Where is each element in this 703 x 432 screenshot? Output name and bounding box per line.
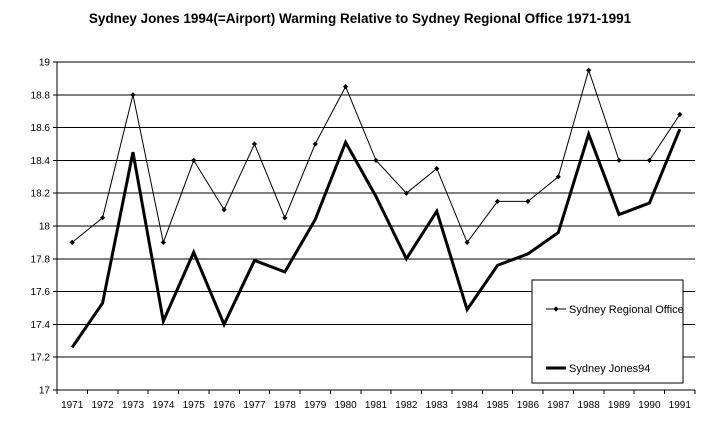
y-tick-label: 17.2 — [31, 353, 51, 364]
data-point-marker — [130, 92, 136, 98]
y-tick-label: 18.2 — [31, 189, 51, 200]
x-tick-label: 1983 — [426, 400, 449, 411]
x-tick-label: 1974 — [152, 400, 175, 411]
x-tick-label: 1981 — [365, 400, 388, 411]
legend: Sydney Regional Office Sydney Jones94 — [531, 279, 684, 384]
data-point-marker — [434, 166, 440, 172]
data-point-marker — [191, 157, 197, 163]
data-point-marker — [312, 141, 318, 147]
x-tick-label: 1991 — [669, 400, 692, 411]
x-tick-label: 1975 — [183, 400, 206, 411]
chart-title: Sydney Jones 1994(=Airport) Warming Rela… — [88, 11, 632, 26]
x-tick-label: 1989 — [608, 400, 631, 411]
data-point-marker — [373, 157, 379, 163]
x-tick-label: 1980 — [334, 400, 357, 411]
x-tick-label: 1990 — [638, 400, 661, 411]
y-tick-label: 18.4 — [31, 156, 51, 167]
y-tick-label: 18.8 — [31, 90, 51, 101]
series-line-sydney-jones94 — [70, 128, 682, 349]
y-tick-label: 19 — [39, 58, 51, 69]
legend-label: Sydney Jones94 — [569, 363, 650, 375]
data-point-marker — [494, 198, 501, 204]
x-tick-label: 1986 — [517, 400, 540, 411]
x-tick-label: 1979 — [304, 400, 327, 411]
data-point-marker — [616, 157, 622, 163]
y-tick-label: 17 — [39, 386, 51, 397]
y-tick-label: 17.6 — [31, 287, 51, 298]
data-point-marker — [586, 67, 592, 73]
x-tick-label: 1982 — [395, 400, 418, 411]
data-point-marker — [555, 174, 561, 180]
legend-label: Sydney Regional Office — [569, 304, 684, 316]
legend-box — [531, 279, 684, 384]
axes — [53, 61, 696, 394]
y-tick-label: 18 — [39, 222, 51, 233]
legend-swatch-marker — [553, 306, 559, 312]
x-tick-labels: 1971 1972 1973 1974 1975 1976 1977 1978 1979 1980… — [61, 400, 691, 411]
y-tick-label: 17.4 — [31, 320, 51, 331]
y-tick-label: 17.8 — [31, 254, 51, 265]
data-point-marker — [343, 84, 349, 90]
x-tick-label: 1971 — [61, 400, 84, 411]
series — [69, 67, 683, 349]
x-tick-label: 1987 — [547, 400, 570, 411]
data-point-marker — [677, 111, 683, 118]
x-tick-label: 1973 — [122, 400, 145, 411]
x-tick-label: 1972 — [91, 400, 114, 411]
y-tick-labels: 17 17.2 17.4 17.6 17.8 18 18.2 18.4 18.6 18.8 19 — [31, 58, 51, 397]
x-tick-label: 1984 — [456, 400, 479, 411]
y-tick-label: 18.6 — [31, 123, 51, 134]
data-point-marker — [69, 239, 75, 245]
data-point-marker — [251, 141, 258, 147]
data-point-marker — [403, 190, 409, 196]
data-point-marker — [282, 215, 288, 221]
data-point-marker — [160, 239, 166, 245]
data-point-marker — [221, 207, 227, 213]
data-point-marker — [646, 157, 653, 163]
x-tick-label: 1985 — [486, 400, 509, 411]
series-line-sydney-regional-office — [71, 68, 681, 245]
x-tick-label: 1988 — [578, 400, 601, 411]
x-tick-label: 1977 — [243, 400, 266, 411]
data-point-marker — [464, 239, 470, 245]
x-tick-label: 1976 — [213, 400, 236, 411]
x-tick-label: 1978 — [274, 400, 297, 411]
data-point-marker — [525, 198, 531, 204]
data-point-marker — [99, 215, 106, 221]
